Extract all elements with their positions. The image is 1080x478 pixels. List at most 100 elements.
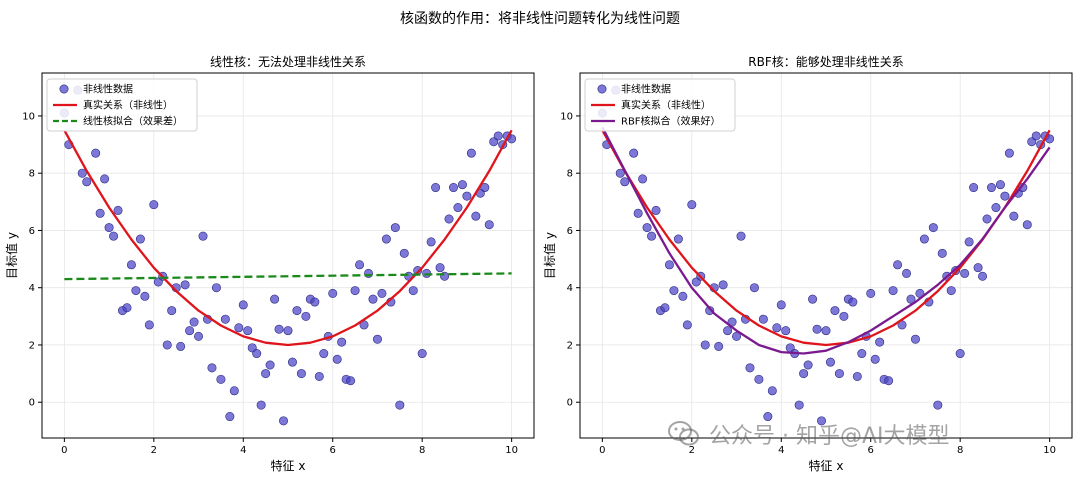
legend-label: 真实关系（非线性） xyxy=(83,99,173,112)
legend-marker-points xyxy=(59,84,69,94)
data-point xyxy=(651,205,661,215)
data-point xyxy=(194,331,204,341)
data-point xyxy=(149,200,159,210)
y-tick-label: 8 xyxy=(29,169,35,180)
data-point xyxy=(1000,191,1010,201)
data-point xyxy=(180,280,190,290)
data-point xyxy=(647,231,657,241)
data-point xyxy=(225,412,235,422)
data-point xyxy=(100,174,110,184)
data-point xyxy=(969,183,979,193)
linear-fit-line xyxy=(64,272,512,281)
x-tick-label: 10 xyxy=(505,445,518,456)
y-tick-label: 8 xyxy=(567,169,573,180)
x-tick-label: 6 xyxy=(330,445,336,456)
data-point xyxy=(723,326,733,336)
data-point xyxy=(234,323,244,333)
legend-marker-points xyxy=(597,84,607,94)
y-tick-label: 0 xyxy=(567,398,573,409)
x-axis-label: 特征 x xyxy=(271,458,306,473)
data-point xyxy=(919,234,929,244)
data-point xyxy=(381,234,391,244)
data-point xyxy=(332,354,342,364)
data-point xyxy=(754,374,764,384)
data-point xyxy=(493,131,503,141)
data-point xyxy=(480,183,490,193)
data-point xyxy=(893,260,903,270)
data-point xyxy=(417,349,427,359)
data-point xyxy=(198,231,208,241)
data-point xyxy=(1022,220,1032,230)
data-point xyxy=(113,205,123,215)
data-point xyxy=(131,286,141,296)
data-point xyxy=(928,223,938,233)
y-tick-label: 6 xyxy=(29,226,35,237)
data-point xyxy=(825,357,835,367)
data-point xyxy=(620,177,630,187)
data-point xyxy=(852,371,862,381)
y-tick-label: 10 xyxy=(22,111,35,122)
chart-title: RBF核：能够处理非线性关系 xyxy=(748,55,903,69)
data-point xyxy=(982,214,992,224)
data-point xyxy=(870,354,880,364)
data-point xyxy=(287,357,297,367)
data-point xyxy=(243,326,253,336)
legend-box xyxy=(584,78,736,132)
x-tick-label: 8 xyxy=(419,445,425,456)
data-point xyxy=(660,303,670,313)
data-point xyxy=(453,203,463,213)
data-point xyxy=(776,300,786,310)
data-point xyxy=(220,314,230,324)
data-point xyxy=(978,271,988,281)
data-point xyxy=(933,400,943,410)
data-point xyxy=(185,326,195,336)
legend-label: 真实关系（非线性） xyxy=(621,99,711,112)
data-point xyxy=(162,340,172,350)
plot-frame xyxy=(41,72,535,439)
data-point xyxy=(435,263,445,273)
data-point xyxy=(144,320,154,330)
data-point xyxy=(368,294,378,304)
data-point xyxy=(95,208,105,218)
data-point xyxy=(732,331,742,341)
data-point xyxy=(714,341,724,351)
data-point xyxy=(1031,131,1041,141)
data-point xyxy=(910,334,920,344)
rbf-fit-line xyxy=(601,126,1051,355)
data-point xyxy=(372,334,382,344)
data-point xyxy=(906,294,916,304)
data-point xyxy=(265,360,275,370)
data-point xyxy=(292,306,302,316)
data-point xyxy=(664,260,674,270)
legend-label: 线性核拟合（效果差） xyxy=(83,115,183,128)
data-point xyxy=(812,324,822,334)
data-point xyxy=(310,297,320,307)
data-point xyxy=(736,231,746,241)
data-point xyxy=(328,288,338,298)
y-tick-label: 2 xyxy=(567,340,573,351)
data-point xyxy=(279,416,289,426)
data-point xyxy=(875,337,885,347)
data-point xyxy=(314,371,324,381)
data-point xyxy=(955,349,965,359)
y-tick-label: 6 xyxy=(567,226,573,237)
data-point xyxy=(629,148,639,158)
data-point xyxy=(700,340,710,350)
data-point xyxy=(964,237,974,247)
legend-label: RBF核拟合（效果好） xyxy=(621,115,721,128)
x-tick-label: 0 xyxy=(599,445,605,456)
data-point xyxy=(673,234,683,244)
y-tick-label: 4 xyxy=(29,283,35,294)
data-point xyxy=(471,211,481,221)
data-point xyxy=(821,326,831,336)
data-point xyxy=(301,311,311,321)
data-point xyxy=(346,376,356,386)
legend-label: 非线性数据 xyxy=(621,83,671,96)
data-point xyxy=(252,349,262,359)
data-point xyxy=(1004,148,1014,158)
data-point xyxy=(390,223,400,233)
data-point xyxy=(319,349,329,359)
data-point xyxy=(888,286,898,296)
data-point xyxy=(749,283,759,293)
data-point xyxy=(834,369,844,379)
